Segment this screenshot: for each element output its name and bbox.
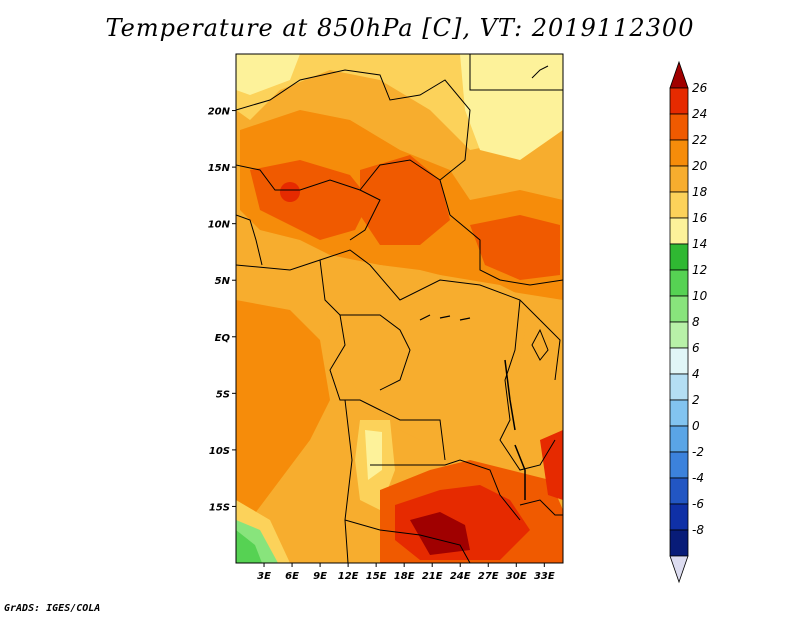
border-zimbabwe	[519, 499, 563, 516]
lat-tick-label: 20N	[208, 107, 231, 118]
lon-tick-label: 3E	[257, 571, 271, 582]
field-west-coast-20-22	[236, 300, 330, 520]
colorbar-segment	[669, 347, 689, 375]
colorbar-label: -4	[692, 471, 704, 485]
colorbar-segment	[669, 113, 689, 141]
field-hot-west	[250, 160, 370, 240]
lon-tick-label: 18E	[394, 571, 415, 582]
field-northwest-14-16	[236, 54, 300, 95]
border-angola-coast	[344, 399, 353, 563]
field-spot-24	[280, 182, 300, 202]
field-hot-east	[470, 215, 560, 280]
map-frame	[235, 53, 564, 564]
latitude-axis: 20N 15N 10N 5N EQ 5S 10S 15S	[208, 107, 236, 513]
border-zambia	[370, 459, 521, 521]
colorbar-label: 20	[692, 159, 708, 173]
colorbar-triangle-top	[669, 60, 689, 89]
border-nigeria-north	[236, 164, 381, 241]
colorbar-segment	[669, 321, 689, 349]
colorbar-segment	[669, 399, 689, 427]
colorbar-label: -2	[692, 445, 704, 459]
colorbar-label: 24	[692, 107, 707, 121]
colorbar-label: 16	[692, 211, 708, 225]
colorbar-segment	[669, 451, 689, 479]
field-northeast-14-16	[460, 54, 563, 160]
colorbar-label: 4	[692, 367, 700, 381]
lat-tick-label: 15S	[209, 502, 230, 513]
nile-delta	[531, 65, 549, 79]
field-hot-central	[360, 155, 450, 245]
lake-malawi	[514, 444, 526, 500]
lon-tick-label: 33E	[534, 571, 555, 582]
colorbar-segment	[669, 217, 689, 245]
border-car	[236, 249, 541, 321]
border-chad	[359, 159, 441, 191]
colorbar-label: 14	[692, 237, 707, 251]
lake-victoria	[531, 328, 549, 361]
border-gabon	[340, 314, 411, 391]
colorbar-label: -8	[692, 523, 704, 537]
border-sudan	[449, 214, 563, 286]
colorbar-triangle-bottom	[669, 555, 689, 584]
lon-tick-label: 9E	[313, 571, 327, 582]
colorbar-label: 22	[692, 133, 707, 147]
colorbar-segment	[669, 165, 689, 193]
lat-tick-label: 5N	[215, 276, 231, 287]
border-botswana	[344, 519, 471, 563]
colorbar-segment	[669, 529, 689, 557]
colorbar-segment	[669, 477, 689, 505]
field-highland-14-16	[365, 430, 382, 480]
colorbar-label: 8	[692, 315, 700, 329]
border-kenya	[539, 319, 561, 381]
congo-river	[419, 314, 471, 321]
colorbar-segment	[669, 139, 689, 167]
colorbar-label: 2	[692, 393, 700, 407]
colorbar-label: 26	[692, 81, 708, 95]
colorbar-segment	[669, 503, 689, 531]
lon-tick-label: 24E	[450, 571, 471, 582]
colorbar-label: 18	[692, 185, 708, 199]
field-mozambique-24	[540, 430, 563, 500]
colorbar-segment	[669, 243, 689, 271]
border-sahel-north	[236, 69, 471, 216]
lon-tick-label: 30E	[506, 571, 527, 582]
lat-tick-label: 10S	[209, 446, 230, 457]
lon-tick-label: 6E	[285, 571, 299, 582]
colorbar-label: 6	[692, 341, 700, 355]
lon-tick-label: 21E	[422, 571, 443, 582]
border-west-africa	[236, 214, 263, 266]
lat-tick-label: 10N	[208, 220, 231, 231]
credit-text: GrADS: IGES/COLA	[4, 603, 101, 614]
lat-tick-label: 5S	[216, 389, 230, 400]
colorbar-label: -6	[692, 497, 704, 511]
field-basin-18-20	[320, 265, 530, 440]
longitude-axis: 3E 6E 9E 12E 15E 18E 21E 24E 27E 30E 33E	[257, 563, 555, 582]
colorbar-segment	[669, 425, 689, 453]
field-sw-ocean-12-14	[236, 530, 262, 563]
colorbar-label: 10	[692, 289, 708, 303]
border-congo-west	[319, 259, 446, 461]
colorbar-segment	[669, 87, 689, 115]
lon-tick-label: 12E	[338, 571, 359, 582]
border-east-africa	[499, 299, 556, 471]
map-title: Temperature at 850hPa [C], VT: 201911230…	[105, 14, 695, 42]
colorbar-segment	[669, 373, 689, 401]
colorbar-label: 0	[692, 419, 700, 433]
lake-tanganyika	[504, 359, 516, 431]
lat-tick-label: EQ	[215, 333, 231, 344]
colorbar-segment	[669, 295, 689, 323]
border-libya-egypt	[469, 54, 563, 91]
lat-tick-label: 15N	[208, 163, 231, 174]
colorbar-label: 12	[692, 263, 707, 277]
country-borders	[236, 54, 563, 563]
colorbar-segment	[669, 269, 689, 297]
temperature-field	[236, 54, 563, 563]
colorbar-segment	[669, 191, 689, 219]
lon-tick-label: 27E	[478, 571, 499, 582]
lon-tick-label: 15E	[366, 571, 387, 582]
